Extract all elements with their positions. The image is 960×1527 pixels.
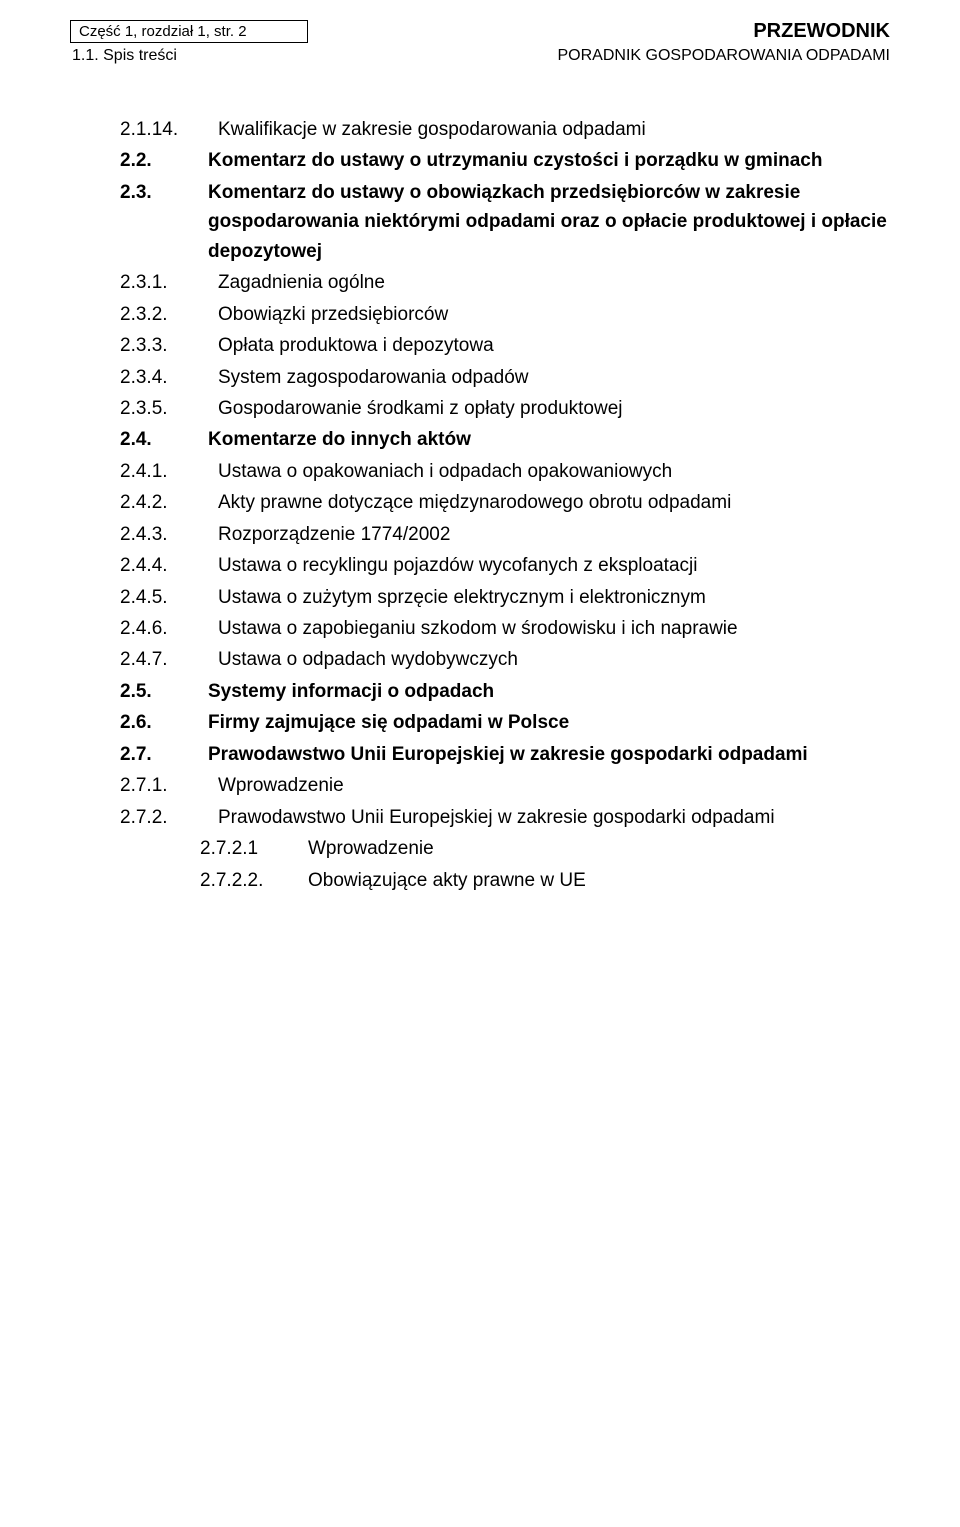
toc-entry-number: 2.7.2.1 (200, 834, 308, 863)
toc-entry: 2.4.1.Ustawa o opakowaniach i odpadach o… (70, 457, 890, 486)
toc-entry: 2.4.7.Ustawa o odpadach wydobywczych (70, 645, 890, 674)
subheader-right: PORADNIK GOSPODAROWANIA ODPADAMI (558, 47, 891, 65)
toc-entry: 2.5.Systemy informacji o odpadach (70, 677, 890, 706)
toc-entry-text: Komentarz do ustawy o utrzymaniu czystoś… (208, 146, 890, 175)
toc-entry-number: 2.4.4. (120, 551, 218, 580)
toc-entry-text: Komentarz do ustawy o obowiązkach przeds… (208, 178, 890, 266)
toc-entry-number: 2.2. (120, 146, 208, 175)
toc-entry-text: Prawodawstwo Unii Europejskiej w zakresi… (218, 803, 890, 832)
page-subheader: 1.1. Spis treści PORADNIK GOSPODAROWANIA… (70, 47, 890, 65)
toc-entry-text: Zagadnienia ogólne (218, 268, 890, 297)
toc-entry-number: 2.7. (120, 740, 208, 769)
toc-entry-number: 2.7.1. (120, 771, 218, 800)
toc-entry-text: System zagospodarowania odpadów (218, 363, 890, 392)
toc-entry-text: Firmy zajmujące się odpadami w Polsce (208, 708, 890, 737)
toc-entry-number: 2.4.3. (120, 520, 218, 549)
toc-entry-text: Ustawa o opakowaniach i odpadach opakowa… (218, 457, 890, 486)
toc-entry-number: 2.4.1. (120, 457, 218, 486)
toc-entry-text: Wprowadzenie (218, 771, 890, 800)
toc-entry-number: 2.5. (120, 677, 208, 706)
toc-entry-text: Kwalifikacje w zakresie gospodarowania o… (218, 115, 890, 144)
table-of-contents: 2.1.14.Kwalifikacje w zakresie gospodaro… (70, 115, 890, 895)
toc-entry-text: Opłata produktowa i depozytowa (218, 331, 890, 360)
toc-entry-number: 2.7.2. (120, 803, 218, 832)
header-left-box: Część 1, rozdział 1, str. 2 (70, 20, 308, 43)
toc-entry: 2.7.1.Wprowadzenie (70, 771, 890, 800)
toc-entry-number: 2.7.2.2. (200, 866, 308, 895)
toc-entry-number: 2.3.4. (120, 363, 218, 392)
toc-entry: 2.7.2.Prawodawstwo Unii Europejskiej w z… (70, 803, 890, 832)
toc-entry-number: 2.4.6. (120, 614, 218, 643)
toc-entry: 2.4.Komentarze do innych aktów (70, 425, 890, 454)
toc-entry-number: 2.3.3. (120, 331, 218, 360)
toc-entry: 2.3.Komentarz do ustawy o obowiązkach pr… (70, 178, 890, 266)
toc-entry: 2.1.14.Kwalifikacje w zakresie gospodaro… (70, 115, 890, 144)
toc-entry: 2.4.2.Akty prawne dotyczące międzynarodo… (70, 488, 890, 517)
toc-entry-number: 2.4.5. (120, 583, 218, 612)
header-right-title: PRZEWODNIK (753, 20, 890, 43)
document-page: Część 1, rozdział 1, str. 2 PRZEWODNIK 1… (0, 0, 960, 937)
page-header: Część 1, rozdział 1, str. 2 PRZEWODNIK (70, 20, 890, 43)
toc-entry: 2.3.4.System zagospodarowania odpadów (70, 363, 890, 392)
toc-entry: 2.6.Firmy zajmujące się odpadami w Polsc… (70, 708, 890, 737)
toc-entry-number: 2.3. (120, 178, 208, 266)
subheader-left: 1.1. Spis treści (70, 47, 177, 65)
toc-entry-number: 2.3.5. (120, 394, 218, 423)
toc-entry: 2.7.2.1Wprowadzenie (70, 834, 890, 863)
toc-entry: 2.3.2.Obowiązki przedsiębiorców (70, 300, 890, 329)
toc-entry-text: Rozporządzenie 1774/2002 (218, 520, 890, 549)
toc-entry-number: 2.1.14. (120, 115, 218, 144)
toc-entry-number: 2.4.2. (120, 488, 218, 517)
toc-entry-text: Ustawa o zużytym sprzęcie elektrycznym i… (218, 583, 890, 612)
toc-entry: 2.3.5.Gospodarowanie środkami z opłaty p… (70, 394, 890, 423)
toc-entry-number: 2.3.1. (120, 268, 218, 297)
toc-entry: 2.4.3.Rozporządzenie 1774/2002 (70, 520, 890, 549)
toc-entry-number: 2.4. (120, 425, 208, 454)
toc-entry: 2.7.2.2.Obowiązujące akty prawne w UE (70, 866, 890, 895)
toc-entry-text: Akty prawne dotyczące międzynarodowego o… (218, 488, 890, 517)
toc-entry-number: 2.4.7. (120, 645, 218, 674)
toc-entry: 2.4.6.Ustawa o zapobieganiu szkodom w śr… (70, 614, 890, 643)
toc-entry-text: Ustawa o recyklingu pojazdów wycofanych … (218, 551, 890, 580)
toc-entry: 2.4.5.Ustawa o zużytym sprzęcie elektryc… (70, 583, 890, 612)
toc-entry: 2.3.1.Zagadnienia ogólne (70, 268, 890, 297)
toc-entry-text: Obowiązujące akty prawne w UE (308, 866, 890, 895)
toc-entry: 2.7.Prawodawstwo Unii Europejskiej w zak… (70, 740, 890, 769)
toc-entry: 2.4.4.Ustawa o recyklingu pojazdów wycof… (70, 551, 890, 580)
toc-entry: 2.3.3.Opłata produktowa i depozytowa (70, 331, 890, 360)
toc-entry-text: Ustawa o zapobieganiu szkodom w środowis… (218, 614, 890, 643)
toc-entry-text: Ustawa o odpadach wydobywczych (218, 645, 890, 674)
toc-entry-number: 2.6. (120, 708, 208, 737)
toc-entry-number: 2.3.2. (120, 300, 218, 329)
toc-entry-text: Systemy informacji o odpadach (208, 677, 890, 706)
toc-entry-text: Wprowadzenie (308, 834, 890, 863)
toc-entry-text: Obowiązki przedsiębiorców (218, 300, 890, 329)
toc-entry-text: Prawodawstwo Unii Europejskiej w zakresi… (208, 740, 890, 769)
toc-entry-text: Komentarze do innych aktów (208, 425, 890, 454)
toc-entry: 2.2.Komentarz do ustawy o utrzymaniu czy… (70, 146, 890, 175)
toc-entry-text: Gospodarowanie środkami z opłaty produkt… (218, 394, 890, 423)
